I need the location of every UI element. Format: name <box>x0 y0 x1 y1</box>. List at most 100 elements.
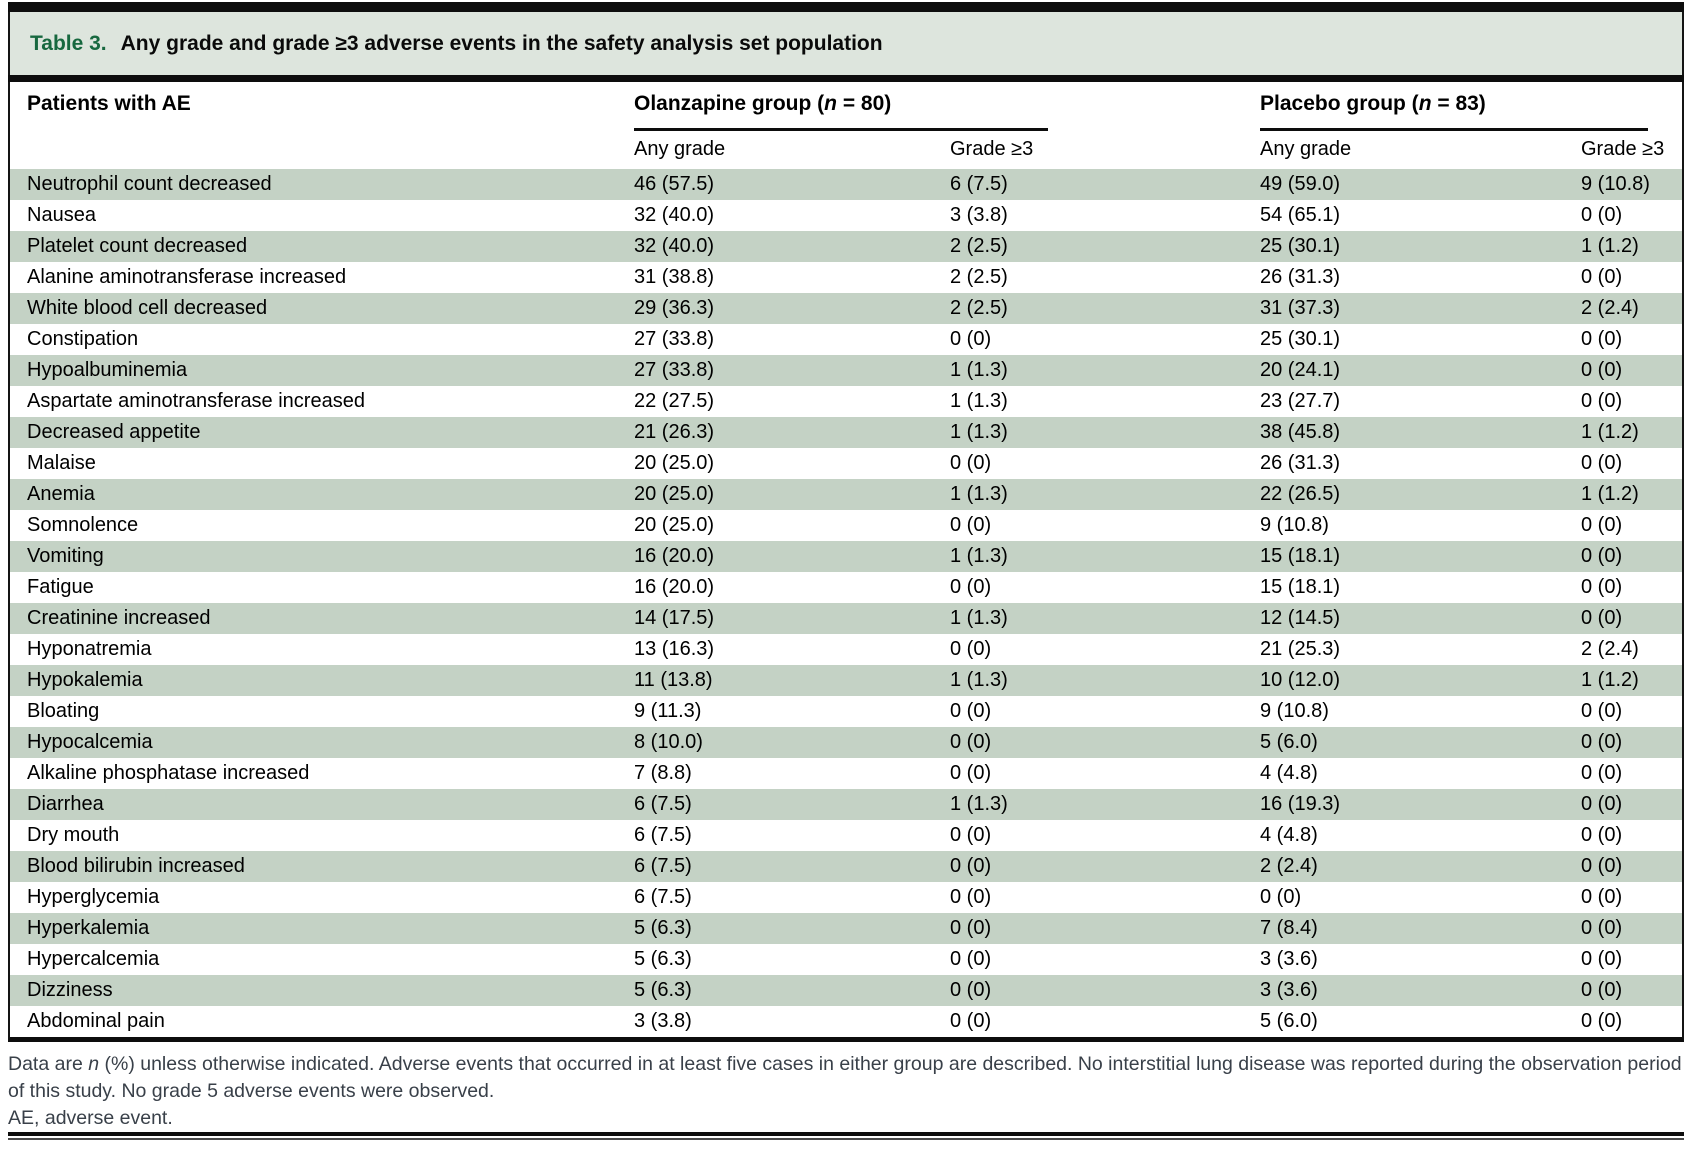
olanzapine-grade3-value: 0 (0) <box>950 731 992 753</box>
table-row: Hyperkalemia 5 (6.3) 0 (0) 7 (8.4) 0 (0) <box>10 913 1682 944</box>
placebo-grade3-value: 0 (0) <box>1581 700 1623 722</box>
olanzapine-any-grade-value: 22 (27.5) <box>634 390 715 412</box>
footnote-pre: Data are <box>8 1053 89 1075</box>
ae-name: Hyperglycemia <box>27 886 160 908</box>
placebo-any-grade-value: 5 (6.0) <box>1260 1010 1318 1032</box>
ae-name: Somnolence <box>27 514 139 536</box>
olanzapine-grade3-value: 1 (1.3) <box>950 545 1008 567</box>
ae-name: Dizziness <box>27 979 113 1001</box>
table-row: Constipation 27 (33.8) 0 (0) 25 (30.1) 0… <box>10 324 1682 355</box>
placebo-any-grade-value: 54 (65.1) <box>1260 204 1341 226</box>
n-symbol: n <box>1418 92 1432 115</box>
n-symbol: n <box>824 92 837 115</box>
placebo-any-grade-value: 4 (4.8) <box>1260 824 1318 846</box>
subheader-placebo-grade3: Grade ≥3 <box>1581 138 1665 160</box>
table-caption-bar: Table 3. Any grade and grade ≥3 adverse … <box>8 12 1684 75</box>
olanzapine-any-grade-value: 29 (36.3) <box>634 297 715 319</box>
placebo-grade3-value: 0 (0) <box>1581 328 1623 350</box>
olanzapine-grade3-value: 0 (0) <box>950 638 992 660</box>
table-row: Diarrhea 6 (7.5) 1 (1.3) 16 (19.3) 0 (0) <box>10 789 1682 820</box>
ae-name: Platelet count decreased <box>27 235 248 257</box>
ae-name: Nausea <box>27 204 96 226</box>
olanzapine-grade3-value: 0 (0) <box>950 576 992 598</box>
placebo-grade3-value: 2 (2.4) <box>1581 638 1639 660</box>
placebo-any-grade-value: 0 (0) <box>1260 886 1302 908</box>
placebo-any-grade-value: 7 (8.4) <box>1260 917 1318 939</box>
table-row: Abdominal pain 3 (3.8) 0 (0) 5 (6.0) 0 (… <box>10 1006 1682 1037</box>
olanzapine-grade3-value: 0 (0) <box>950 855 992 877</box>
footnote-data-note: Data are n (%) unless otherwise indicate… <box>8 1051 1686 1105</box>
olanzapine-grade3-value: 0 (0) <box>950 514 992 536</box>
ae-name: Fatigue <box>27 576 94 598</box>
olanzapine-any-grade-value: 46 (57.5) <box>634 173 715 195</box>
olanzapine-any-grade-value: 32 (40.0) <box>634 204 715 226</box>
table-row: Blood bilirubin increased 6 (7.5) 0 (0) … <box>10 851 1682 882</box>
table-row: Dry mouth 6 (7.5) 0 (0) 4 (4.8) 0 (0) <box>10 820 1682 851</box>
table-row: Malaise 20 (25.0) 0 (0) 26 (31.3) 0 (0) <box>10 448 1682 479</box>
placebo-any-grade-value: 4 (4.8) <box>1260 762 1318 784</box>
placebo-grade3-value: 0 (0) <box>1581 917 1623 939</box>
caption-separator-rule <box>8 75 1684 82</box>
bottom-double-rule <box>8 1132 1684 1140</box>
table-row: Somnolence 20 (25.0) 0 (0) 9 (10.8) 0 (0… <box>10 510 1682 541</box>
table-row: Hypoalbuminemia 27 (33.8) 1 (1.3) 20 (24… <box>10 355 1682 386</box>
olanzapine-any-grade-value: 7 (8.8) <box>634 762 692 784</box>
placebo-grade3-value: 0 (0) <box>1581 452 1623 474</box>
olanzapine-grade3-value: 1 (1.3) <box>950 669 1008 691</box>
table-row: Decreased appetite 21 (26.3) 1 (1.3) 38 … <box>10 417 1682 448</box>
placebo-any-grade-value: 21 (25.3) <box>1260 638 1341 660</box>
placebo-grade3-value: 0 (0) <box>1581 359 1623 381</box>
table-row: Dizziness 5 (6.3) 0 (0) 3 (3.6) 0 (0) <box>10 975 1682 1006</box>
olanzapine-grade3-value: 1 (1.3) <box>950 359 1008 381</box>
placebo-grade3-value: 0 (0) <box>1581 576 1623 598</box>
olanzapine-grade3-value: 2 (2.5) <box>950 266 1008 288</box>
ae-name: Hypoalbuminemia <box>27 359 188 381</box>
olanzapine-grade3-value: 0 (0) <box>950 917 992 939</box>
placebo-grade3-value: 0 (0) <box>1581 824 1623 846</box>
subheader-olanzapine-any-grade: Any grade <box>634 138 726 160</box>
top-rule <box>8 2 1684 12</box>
placebo-any-grade-value: 15 (18.1) <box>1260 545 1341 567</box>
olanzapine-grade3-value: 0 (0) <box>950 700 992 722</box>
olanzapine-any-grade-value: 5 (6.3) <box>634 917 692 939</box>
ae-name: Decreased appetite <box>27 421 201 443</box>
placebo-grade3-value: 1 (1.2) <box>1581 421 1639 443</box>
group-header-olanzapine: Olanzapine group (n = 80) <box>634 92 891 116</box>
placebo-grade3-value: 1 (1.2) <box>1581 669 1639 691</box>
placebo-any-grade-value: 22 (26.5) <box>1260 483 1341 505</box>
group-header-placebo: Placebo group (n = 83) <box>1260 92 1486 116</box>
table-row: Anemia 20 (25.0) 1 (1.3) 22 (26.5) 1 (1.… <box>10 479 1682 510</box>
table-footnotes: Data are n (%) unless otherwise indicate… <box>8 1051 1686 1132</box>
olanzapine-grade3-value: 1 (1.3) <box>950 390 1008 412</box>
ae-name: Blood bilirubin increased <box>27 855 245 877</box>
olanzapine-grade3-value: 0 (0) <box>950 824 992 846</box>
placebo-any-grade-value: 9 (10.8) <box>1260 700 1329 722</box>
olanzapine-any-grade-value: 6 (7.5) <box>634 793 692 815</box>
olanzapine-any-grade-value: 13 (16.3) <box>634 638 715 660</box>
olanzapine-any-grade-value: 5 (6.3) <box>634 948 692 970</box>
placebo-any-grade-value: 49 (59.0) <box>1260 173 1341 195</box>
table-row: Nausea 32 (40.0) 3 (3.8) 54 (65.1) 0 (0) <box>10 200 1682 231</box>
ae-name: Hypercalcemia <box>27 948 160 970</box>
table-row: Hyponatremia 13 (16.3) 0 (0) 21 (25.3) 2… <box>10 634 1682 665</box>
placebo-any-grade-value: 9 (10.8) <box>1260 514 1329 536</box>
olanzapine-grade3-value: 0 (0) <box>950 1010 992 1032</box>
group-rule-olanzapine <box>634 128 1048 131</box>
table-title: Any grade and grade ≥3 adverse events in… <box>120 31 883 55</box>
placebo-any-grade-value: 26 (31.3) <box>1260 452 1341 474</box>
olanzapine-any-grade-value: 3 (3.8) <box>634 1010 692 1032</box>
ae-name: Aspartate aminotransferase increased <box>27 390 365 412</box>
table-row: Vomiting 16 (20.0) 1 (1.3) 15 (18.1) 0 (… <box>10 541 1682 572</box>
ae-name: Alkaline phosphatase increased <box>27 762 310 784</box>
olanzapine-any-grade-value: 9 (11.3) <box>634 700 702 722</box>
placebo-grade3-value: 0 (0) <box>1581 948 1623 970</box>
placebo-any-grade-value: 16 (19.3) <box>1260 793 1341 815</box>
placebo-any-grade-value: 25 (30.1) <box>1260 235 1341 257</box>
placebo-grade3-value: 1 (1.2) <box>1581 483 1639 505</box>
ae-name: Anemia <box>27 483 95 505</box>
olanzapine-grade3-value: 2 (2.5) <box>950 297 1008 319</box>
table-number: Table 3. <box>30 31 107 55</box>
placebo-grade3-value: 0 (0) <box>1581 979 1623 1001</box>
bottom-rule-thin <box>8 1138 1684 1140</box>
